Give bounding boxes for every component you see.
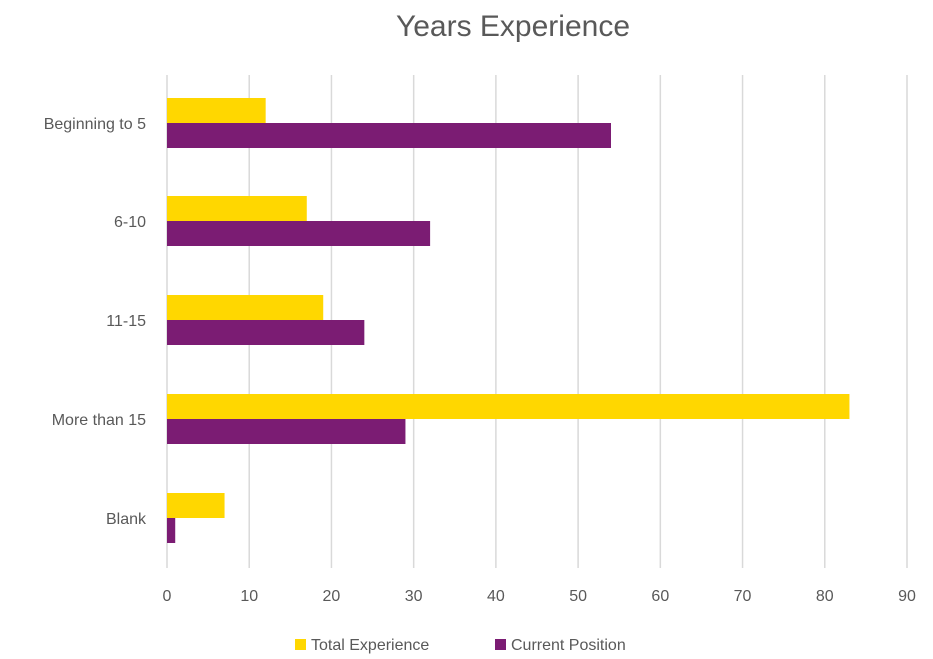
x-tick-label: 30 [405, 588, 423, 605]
x-tick-label: 60 [651, 588, 669, 605]
x-tick-label: 0 [163, 588, 172, 605]
chart-title: Years Experience [396, 10, 630, 43]
bar-current-position [167, 123, 611, 148]
x-tick-label: 20 [323, 588, 341, 605]
x-tick-label: 50 [569, 588, 587, 605]
bar-current-position [167, 518, 176, 543]
bar-current-position [167, 419, 406, 444]
x-tick-label: 40 [487, 588, 505, 605]
bar-current-position [167, 221, 431, 246]
category-label: 11-15 [106, 313, 146, 330]
bars [167, 98, 850, 543]
x-tick-label: 80 [816, 588, 834, 605]
bar-total-experience [167, 493, 225, 518]
x-axis-ticks: 0 10 20 30 40 50 60 70 80 90 [163, 588, 916, 605]
x-tick-label: 90 [898, 588, 916, 605]
category-label: More than 15 [52, 412, 146, 429]
category-label: Blank [106, 511, 147, 528]
bar-total-experience [167, 295, 324, 320]
legend-swatch-total-experience [295, 639, 306, 650]
bar-total-experience [167, 394, 850, 419]
legend-swatch-current-position [495, 639, 506, 650]
gridlines [166, 75, 908, 568]
bar-current-position [167, 320, 365, 345]
bar-total-experience [167, 196, 307, 221]
category-labels: Beginning to 5 6-10 11-15 More than 15 Blank [44, 116, 147, 528]
legend-label-current-position: Current Position [511, 637, 626, 654]
legend-label-total-experience: Total Experience [311, 637, 429, 654]
x-tick-label: 10 [240, 588, 258, 605]
bar-total-experience [167, 98, 266, 123]
legend: Total Experience Current Position [295, 637, 626, 654]
category-label: Beginning to 5 [44, 116, 146, 133]
x-tick-label: 70 [734, 588, 752, 605]
category-label: 6-10 [114, 214, 146, 231]
